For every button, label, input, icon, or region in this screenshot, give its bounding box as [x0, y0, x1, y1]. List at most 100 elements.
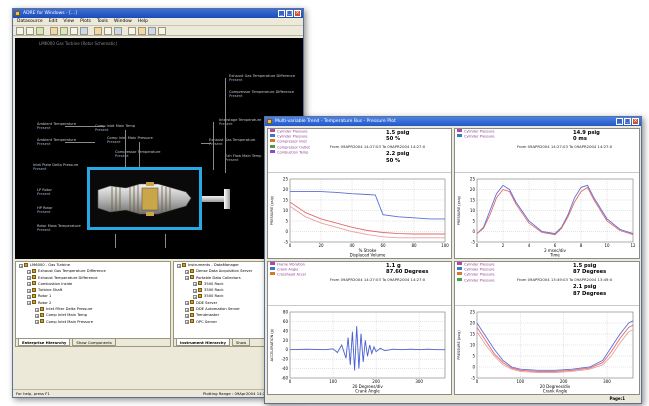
window-icon[interactable]: [158, 27, 166, 35]
tree-item[interactable]: + DDE Automation Server: [174, 306, 302, 312]
expand-icon[interactable]: +: [193, 282, 197, 287]
expand-icon[interactable]: +: [27, 269, 31, 274]
legend-entry[interactable]: Cylinder Pressure: [455, 262, 639, 267]
legend-entry[interactable]: Cylinder Pressure: [268, 129, 451, 134]
schematic-canvas[interactable]: LM6000 Gas Turbine (Rotor Schematic) Amb…: [15, 38, 303, 259]
tree-item[interactable]: + Rotor 2: [16, 300, 170, 306]
schematic-label[interactable]: Ambient Temperature Present: [37, 138, 77, 147]
plot-area[interactable]: 0 100 200 300 -5 0 5 10 15 20 25 20 Degrees/div Cran…: [455, 306, 639, 394]
tree-item[interactable]: + OPC Server: [174, 319, 302, 325]
maximize-button[interactable]: □: [624, 118, 631, 125]
expand-icon[interactable]: +: [19, 263, 23, 268]
legend-entry[interactable]: Compressor Inlet: [268, 139, 451, 144]
tree-item[interactable]: + Inlet Filter Delta Pressure: [16, 306, 170, 312]
legend-entry[interactable]: Cylinder Pressure: [268, 134, 451, 139]
tree-item[interactable]: + Dense Data Acquisition Server: [174, 268, 302, 274]
expand-icon[interactable]: +: [193, 294, 197, 299]
menu-datasource[interactable]: Datasource: [17, 19, 43, 24]
schematic-label[interactable]: Rotor Mass Temperature Present: [37, 224, 81, 233]
trend-title-bar[interactable]: Multi-variable Trend - Temperature Bus -…: [265, 117, 641, 126]
legend-entry[interactable]: Frame Vibration: [268, 262, 451, 267]
expand-icon[interactable]: +: [35, 313, 39, 318]
expand-icon[interactable]: +: [27, 301, 31, 306]
tree-item[interactable]: +3500 Rack: [174, 287, 302, 293]
tree-item[interactable]: + Trendmaster: [174, 312, 302, 318]
expand-icon[interactable]: +: [35, 307, 39, 312]
tree-item[interactable]: + DDE Server: [174, 300, 302, 306]
menu-help[interactable]: Help: [137, 19, 149, 24]
expand-icon[interactable]: +: [27, 294, 31, 299]
expand-icon[interactable]: +: [193, 288, 197, 293]
tab-show-components[interactable]: Show Components: [72, 339, 116, 346]
expand-icon[interactable]: +: [185, 307, 189, 312]
plot-quadrant[interactable]: Cylinder Pressure Cylinder Pressure 14.9 p…: [454, 128, 640, 259]
plot-quadrant[interactable]: Cylinder Pressure Cylinder Pressure Compre…: [267, 128, 452, 259]
expand-icon[interactable]: +: [185, 313, 189, 318]
help-icon[interactable]: [114, 27, 122, 35]
expand-icon[interactable]: +: [27, 282, 31, 287]
schematic-label[interactable]: Compressor Temperature Difference Present: [229, 90, 295, 99]
expand-icon[interactable]: +: [185, 301, 189, 306]
expand-icon[interactable]: +: [35, 320, 39, 325]
schematic-label[interactable]: LP Rotor Present: [37, 188, 52, 197]
menu-window[interactable]: Window: [114, 19, 132, 24]
minimize-button[interactable]: _: [616, 118, 623, 125]
minimize-button[interactable]: _: [278, 10, 285, 17]
close-button[interactable]: ×: [294, 10, 301, 17]
plot-quadrant[interactable]: Frame Vibration Crank Angle Crosshead Acce…: [267, 261, 452, 395]
expand-icon[interactable]: +: [27, 276, 31, 281]
plot-area[interactable]: 0 20 40 60 80 100 -5 0 5 10 15 20 25% Stroke Displace…: [268, 173, 451, 258]
legend-entry[interactable]: Combustion Temp: [268, 149, 451, 155]
tree-item[interactable]: + Combustion Inside: [16, 281, 170, 287]
tree-item[interactable]: + Exhaust Gas Temperature Difference: [16, 268, 170, 274]
plot-area[interactable]: 0 100 200 300 -60 -40 -20 0 20 40 60 80 20 Degrees/d…: [268, 306, 451, 394]
plot-area[interactable]: 0 2 4 6 8 10 12 -5 0 5 10 15 20 25 2 msec/div Time PRESS…: [455, 173, 639, 258]
tree-item[interactable]: + Turbine Shaft: [16, 287, 170, 293]
tab-enterprise-hierarchy[interactable]: Enterprise Hierarchy: [18, 339, 71, 346]
new-icon[interactable]: [16, 27, 24, 35]
plot-quadrant[interactable]: Cylinder Pressure Cylinder Pressure Cylind…: [454, 261, 640, 395]
expand-icon[interactable]: +: [185, 276, 189, 281]
menu-edit[interactable]: Edit: [48, 19, 58, 24]
schematic-label[interactable]: Ambient Temperature Present: [37, 122, 77, 131]
paste-icon[interactable]: [80, 27, 88, 35]
tree-item[interactable]: + Exhaust Temperature Difference: [16, 275, 170, 281]
maximize-button[interactable]: □: [286, 10, 293, 17]
expand-icon[interactable]: +: [185, 320, 189, 325]
tree-item[interactable]: + Comp Inlet Main Pressure: [16, 319, 170, 325]
grid-icon[interactable]: [128, 27, 136, 35]
legend-entry[interactable]: Cylinder Pressure: [455, 129, 639, 134]
legend-entry[interactable]: Crosshead Accel: [268, 272, 451, 277]
expand-icon[interactable]: +: [185, 269, 189, 274]
tree-item[interactable]: + LM6000 - Gas Turbine: [16, 262, 170, 268]
table-icon[interactable]: [138, 27, 146, 35]
schematic-label[interactable]: Exhaust Gas Temperature Present: [209, 138, 256, 147]
main-title-bar[interactable]: ADRE for Windows - [...] _ □ ×: [13, 9, 303, 18]
print-icon[interactable]: [50, 27, 58, 35]
trend-icon[interactable]: [104, 27, 112, 35]
tab-show[interactable]: Show: [231, 339, 251, 346]
menu-plots[interactable]: Plots: [80, 19, 91, 24]
legend-entry[interactable]: Cylinder Pressure: [455, 277, 639, 283]
menu-view[interactable]: View: [63, 19, 75, 24]
tree-item[interactable]: + Instruments - DataManager: [174, 262, 302, 268]
tree-item[interactable]: +3500 Rack: [174, 281, 302, 287]
legend-entry[interactable]: Crank Angle: [268, 267, 451, 272]
schematic-label[interactable]: Inlet Plate Delta Pressure Present: [33, 163, 79, 172]
turbine-selection-box[interactable]: [87, 167, 202, 230]
schematic-label[interactable]: Compressor Temperature Present: [115, 150, 161, 159]
plot-icon[interactable]: [94, 27, 102, 35]
tree-item[interactable]: + Portable Data Collectors: [174, 275, 302, 281]
layout-icon[interactable]: [148, 27, 156, 35]
legend-entry[interactable]: Cylinder Pressure: [455, 134, 639, 139]
enterprise-hierarchy-pane[interactable]: + LM6000 - Gas Turbine + Exhaust Gas Temper…: [15, 261, 171, 347]
cut-icon[interactable]: [60, 27, 68, 35]
open-icon[interactable]: [26, 27, 34, 35]
close-button[interactable]: ×: [632, 118, 639, 125]
legend-entry[interactable]: Cylinder Pressure: [455, 272, 639, 277]
copy-icon[interactable]: [70, 27, 78, 35]
legend-entry[interactable]: Cylinder Pressure: [455, 267, 639, 272]
expand-icon[interactable]: +: [177, 263, 181, 268]
menu-tools[interactable]: Tools: [96, 19, 109, 24]
tree-item[interactable]: + Rotor 1: [16, 293, 170, 299]
